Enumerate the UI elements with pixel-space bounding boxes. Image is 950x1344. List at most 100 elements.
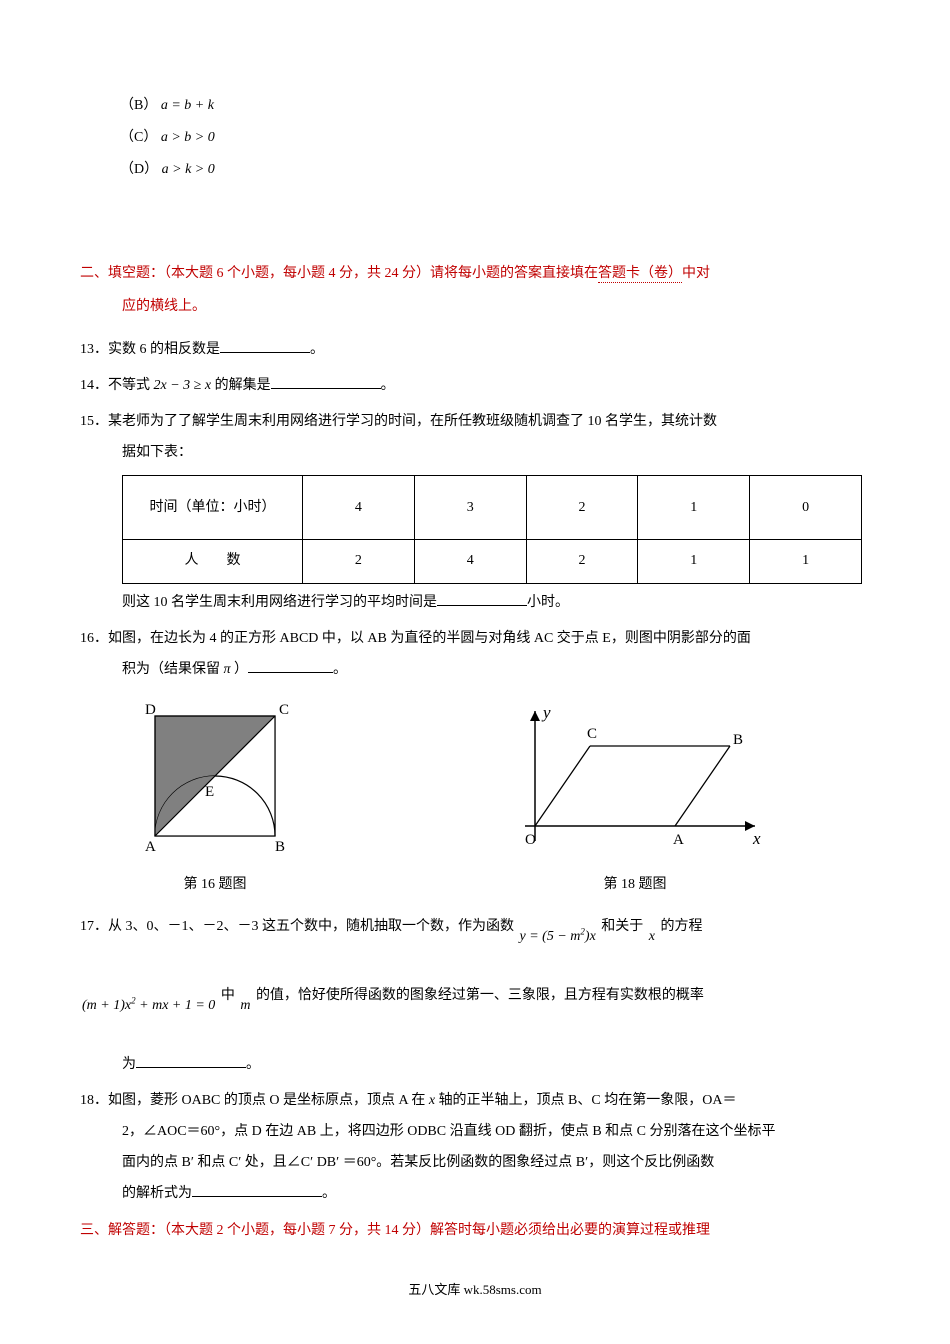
page-footer: 五八文库 wk.58sms.com	[80, 1276, 870, 1305]
table-row: 人 数 2 4 2 1 1	[123, 540, 862, 584]
q17-line3-wrap: 为。	[122, 1050, 870, 1081]
section-3-text: 三、解答题：（本大题 2 个小题，每小题 7 分，共 14 分）解答时每小题必须…	[80, 1223, 710, 1238]
q15-r2-3: 1	[638, 540, 750, 584]
q14-pre: 不等式	[108, 378, 154, 393]
q15-line1: 某老师为了了解学生周末利用网络进行学习的时间，在所任教班级随机调查了 10 名学…	[108, 414, 717, 429]
q15-r2-2: 2	[526, 540, 638, 584]
fig16-A: A	[145, 839, 156, 855]
q15-r2-0: 2	[303, 540, 415, 584]
q15-r2-label: 人 数	[123, 540, 303, 584]
q14-post: 的解集是	[211, 378, 271, 393]
q16-tail: 。	[333, 662, 347, 677]
q17-line2-wrap: (m + 1)x2 + mx + 1 = 0 中 m 的值，恰好使所得函数的图象…	[80, 981, 870, 1022]
fig16-caption: 第 16 题图	[135, 870, 295, 901]
q14-blank	[271, 375, 381, 389]
q15-th4: 1	[638, 476, 750, 540]
fig16-B: B	[275, 839, 285, 855]
q15-th5: 0	[750, 476, 862, 540]
q15-th3: 2	[526, 476, 638, 540]
q17-tail: 。	[246, 1057, 260, 1072]
q16-line1: 如图，在边长为 4 的正方形 ABCD 中，以 AB 为直径的半圆与对角线 AC…	[108, 631, 751, 646]
q15-blank	[437, 592, 527, 606]
q17-blank	[136, 1054, 246, 1068]
q18-l3: 面内的点 B′ 和点 C′ 处，且∠C′ DB′ ＝60°。若某反比例函数的图象…	[122, 1148, 870, 1179]
option-b-expr: a = b + k	[161, 98, 214, 113]
q15-table: 时间（单位：小时） 4 3 2 1 0 人 数 2 4 2 1 1	[122, 475, 862, 584]
q15-after-pre: 则这 10 名学生周末利用网络进行学习的平均时间是	[122, 595, 437, 610]
q15-th1: 4	[303, 476, 415, 540]
q15-after-post: 小时。	[527, 595, 569, 610]
fig18-A: A	[673, 832, 684, 848]
q18-l1: 如图，菱形 OABC 的顶点 O 是坐标原点，顶点 A 在 x 轴的正半轴上，顶…	[108, 1093, 736, 1108]
q16-line2-wrap: 积为（结果保留 π ） 。	[122, 655, 870, 686]
q17-eq1: y = (5 − m2)x	[518, 921, 598, 953]
question-18: 18．如图，菱形 OABC 的顶点 O 是坐标原点，顶点 A 在 x 轴的正半轴…	[80, 1085, 870, 1117]
q17-line3-pre: 为	[122, 1057, 136, 1072]
q17-x: x	[647, 921, 657, 953]
q15-after: 则这 10 名学生周末利用网络进行学习的平均时间是 小时。	[122, 588, 870, 619]
q13-blank	[220, 339, 310, 353]
question-14: 14．不等式 2x − 3 ≥ x 的解集是 。	[80, 370, 870, 402]
q15-th2: 3	[414, 476, 526, 540]
q13-text: 实数 6 的相反数是	[108, 342, 220, 357]
fig18-x: x	[752, 829, 761, 848]
q18-l2: 2，∠AOC＝60°，点 D 在边 AB 上，将四边形 ODBC 沿直线 OD …	[122, 1117, 870, 1148]
question-13: 13．实数 6 的相反数是 。	[80, 334, 870, 366]
q18-l4-pre: 的解析式为	[122, 1186, 192, 1201]
q15-r2-4: 1	[750, 540, 862, 584]
q18-num: 18．	[80, 1093, 108, 1108]
section-2-header: 二、填空题：（本大题 6 个小题，每小题 4 分，共 24 分）请将每小题的答案…	[80, 257, 870, 324]
figure-16: D C A B E 第 16 题图	[135, 696, 295, 902]
option-b-label: （B）	[120, 98, 157, 113]
option-c-label: （C）	[120, 130, 157, 145]
q16-num: 16．	[80, 631, 108, 646]
q18-blank	[192, 1183, 322, 1197]
option-b: （B） a = b + k	[120, 90, 870, 122]
section-2-h1-post: 中对	[682, 266, 710, 281]
q16-line2-pre: 积为（结果保留	[122, 662, 224, 677]
figures-row: D C A B E 第 16 题图 O A B C x y 第 18 题图	[135, 696, 870, 902]
figure-18: O A B C x y 第 18 题图	[495, 696, 775, 902]
option-d-label: （D）	[120, 162, 158, 177]
q17-mid1: 和关于	[598, 919, 647, 934]
q17-line2-mid: 中	[217, 988, 238, 1003]
q17-eq2: (m + 1)x2 + mx + 1 = 0	[80, 991, 217, 1022]
fig18-B: B	[733, 732, 743, 748]
section-2-h1-u: 答题卡（卷）	[598, 266, 682, 283]
q17-mid2: 的方程	[657, 919, 703, 934]
q13-tail: 。	[310, 342, 324, 357]
option-d: （D） a > k > 0	[120, 154, 870, 186]
option-d-expr: a > k > 0	[162, 162, 215, 177]
q15-r2-label-text: 人 数	[185, 553, 241, 568]
q16-line2-post: ）	[231, 662, 249, 677]
section-2-h1: 二、填空题：（本大题 6 个小题，每小题 4 分，共 24 分）请将每小题的答案…	[80, 266, 710, 283]
section-3-header: 三、解答题：（本大题 2 个小题，每小题 7 分，共 14 分）解答时每小题必须…	[80, 1216, 870, 1247]
fig18-O: O	[525, 832, 536, 848]
question-15: 15．某老师为了了解学生周末利用网络进行学习的时间，在所任教班级随机调查了 10…	[80, 406, 870, 438]
fig16-D: D	[145, 702, 156, 718]
q15-r2-1: 4	[414, 540, 526, 584]
section-2-h2: 应的横线上。	[122, 290, 870, 324]
q14-expr: 2x − 3 ≥ x	[154, 378, 212, 393]
fig16-svg: D C A B E	[135, 696, 295, 856]
q18-l4: 的解析式为。	[122, 1179, 870, 1210]
fig18-svg: O A B C x y	[495, 696, 775, 856]
table-row: 时间（单位：小时） 4 3 2 1 0	[123, 476, 862, 540]
q14-tail: 。	[381, 378, 395, 393]
fig16-E: E	[205, 784, 214, 800]
fig18-caption: 第 18 题图	[495, 870, 775, 901]
q17-line2-post: 的值，恰好使所得函数的图象经过第一、三象限，且方程有实数根的概率	[252, 988, 704, 1003]
q15-line2: 据如下表：	[122, 445, 192, 460]
q13-num: 13．	[80, 342, 108, 357]
q14-num: 14．	[80, 378, 108, 393]
q16-blank	[248, 659, 333, 673]
q15-line2-wrap: 据如下表：	[122, 438, 870, 469]
section-2-h1-pre: 二、填空题：（本大题 6 个小题，每小题 4 分，共 24 分）请将每小题的答案…	[80, 266, 598, 281]
q16-pi: π	[224, 662, 231, 677]
q17-pre: 从 3、0、－1、－2、－3 这五个数中，随机抽取一个数，作为函数	[108, 919, 518, 934]
fig16-C: C	[279, 702, 289, 718]
fig18-y: y	[541, 703, 551, 722]
question-17: 17．从 3、0、－1、－2、－3 这五个数中，随机抽取一个数，作为函数 y =…	[80, 911, 870, 953]
q15-th0: 时间（单位：小时）	[123, 476, 303, 540]
option-c: （C） a > b > 0	[120, 122, 870, 154]
